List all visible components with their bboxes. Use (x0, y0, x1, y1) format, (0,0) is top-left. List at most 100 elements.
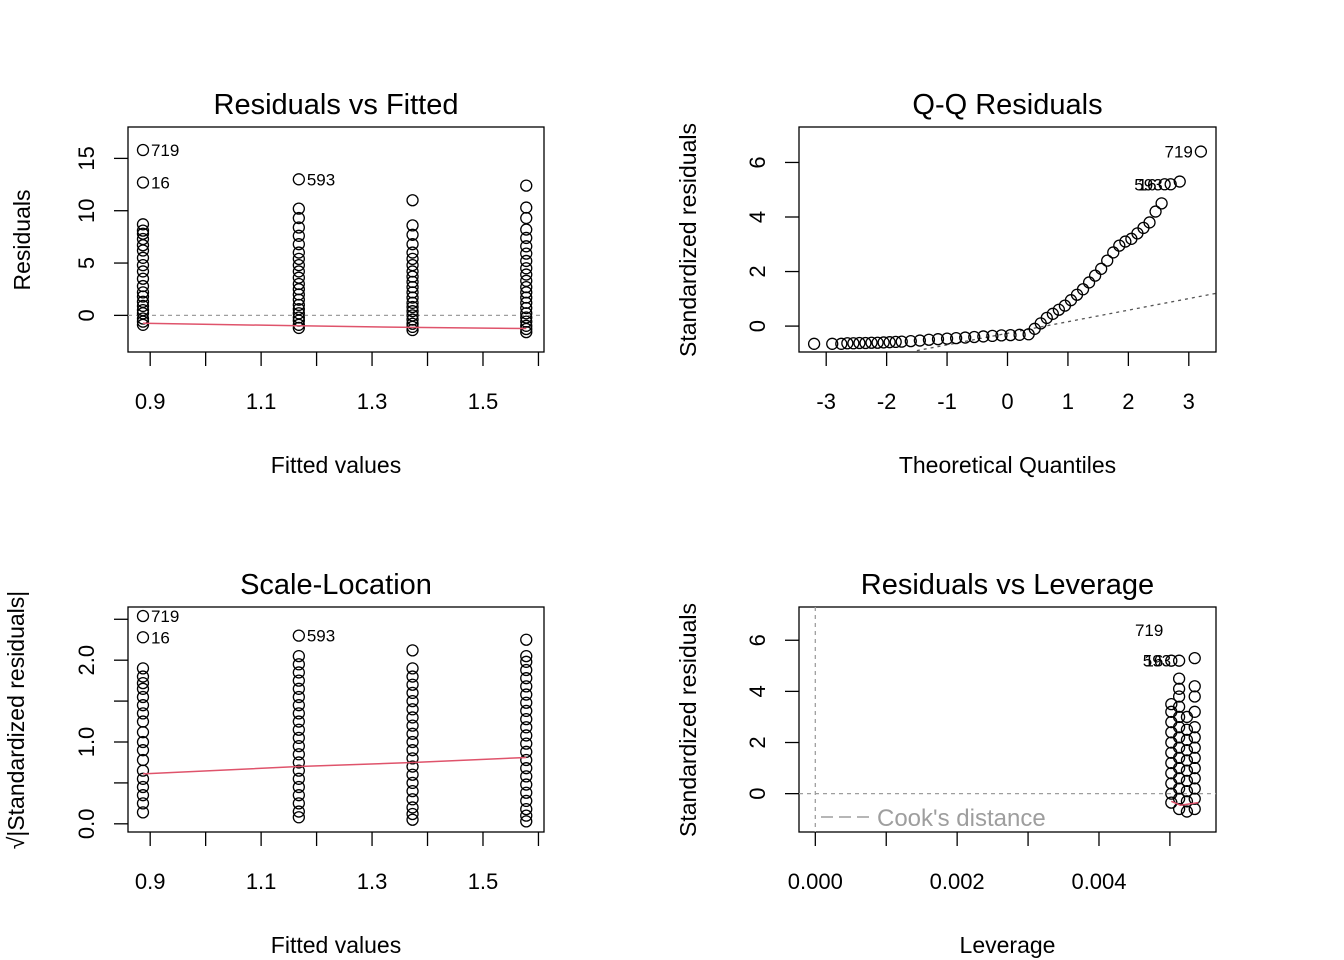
data-point (1158, 178, 1171, 191)
data-point (520, 247, 533, 260)
data-point (520, 211, 533, 225)
plot-frame (127, 606, 545, 833)
data-point (406, 703, 419, 716)
x-axis-label: Fitted values (271, 452, 401, 478)
point-label: 16 (1138, 175, 1157, 194)
data-point (520, 721, 533, 734)
data-point (292, 238, 305, 251)
x-tick-label: 0.002 (930, 869, 985, 894)
data-point (1101, 254, 1114, 267)
data-point (292, 731, 305, 745)
data-point (1165, 746, 1178, 759)
data-point (136, 753, 150, 767)
data-point (520, 786, 533, 799)
data-point (1149, 205, 1162, 218)
plot-area (799, 607, 1216, 832)
data-point (292, 682, 305, 695)
data-point (1188, 680, 1201, 693)
data-point (520, 311, 533, 324)
data-point (1165, 796, 1178, 809)
data-point (1180, 774, 1194, 788)
y-tick-label: 1.0 (74, 727, 99, 758)
y-axis-label: Standardized residuals (675, 123, 701, 357)
data-point (977, 330, 990, 343)
plot-frame (127, 126, 545, 353)
data-point (1165, 726, 1178, 739)
data-point (292, 748, 305, 761)
data-point (406, 776, 419, 790)
data-point (871, 336, 884, 349)
data-point (136, 780, 150, 794)
data-point (406, 807, 419, 821)
plot-title: Residuals vs Fitted (214, 89, 459, 121)
data-point (136, 764, 150, 777)
data-point (292, 715, 305, 728)
data-point (520, 315, 533, 328)
data-point (406, 238, 419, 251)
plot-area (128, 143, 544, 339)
data-point (406, 813, 419, 826)
data-point (292, 271, 305, 284)
data-point (520, 778, 533, 791)
data-point (520, 802, 533, 816)
point-label: 719 (151, 607, 179, 626)
data-point (968, 330, 981, 344)
data-point (922, 333, 936, 346)
data-point (1180, 795, 1194, 808)
data-point (292, 772, 305, 785)
y-tick-label: 6 (745, 156, 770, 168)
data-point (1188, 741, 1201, 754)
data-point (520, 815, 533, 828)
data-point (807, 337, 821, 350)
data-point (859, 336, 872, 350)
data-point (136, 662, 150, 675)
data-point (1188, 731, 1201, 744)
data-point (883, 336, 896, 349)
x-tick-label: 0.9 (135, 869, 166, 894)
data-point (406, 793, 419, 806)
data-point (406, 801, 419, 814)
data-point (292, 811, 305, 824)
data-point (406, 309, 419, 322)
panel-4: Residuals vs Leverage 0.000 0.002 0.004 0 2 4 6… (675, 569, 1217, 958)
data-point (292, 797, 305, 810)
data-point (520, 231, 533, 245)
data-point (136, 631, 150, 644)
data-point (292, 707, 305, 720)
data-point (1180, 723, 1194, 736)
x-tick-label: 1.5 (468, 869, 499, 894)
data-point (520, 319, 533, 332)
data-point (292, 649, 305, 663)
data-point (995, 329, 1008, 342)
data-point (1046, 307, 1059, 320)
x-tick-label: 0.004 (1071, 869, 1126, 894)
data-point (292, 723, 305, 736)
data-point (1119, 235, 1132, 248)
data-point (847, 337, 860, 350)
point-label: 593 (307, 170, 335, 189)
data-point (136, 286, 150, 299)
data-point (292, 780, 305, 794)
data-point (1180, 784, 1194, 798)
data-point (1172, 721, 1186, 734)
data-point (406, 252, 419, 266)
x-tick-label: 1.5 (468, 389, 499, 414)
data-point (1013, 328, 1026, 341)
data-point (292, 805, 305, 818)
data-point (406, 678, 419, 691)
data-point (1155, 197, 1168, 210)
x-tick-label: 1 (1062, 389, 1074, 414)
data-point (136, 670, 150, 683)
x-tick-label: 0.9 (135, 389, 166, 414)
x-tick-label: 3 (1183, 389, 1195, 414)
y-tick-label: 2 (745, 736, 770, 748)
x-tick-label: 2 (1122, 389, 1134, 414)
point-label: 16 (1144, 652, 1163, 671)
data-point (520, 274, 533, 287)
point-label: 16 (151, 628, 170, 647)
data-point (1165, 767, 1178, 780)
data-point (136, 227, 150, 240)
data-point (136, 699, 150, 712)
data-point (1165, 777, 1178, 790)
data-point (292, 764, 305, 777)
